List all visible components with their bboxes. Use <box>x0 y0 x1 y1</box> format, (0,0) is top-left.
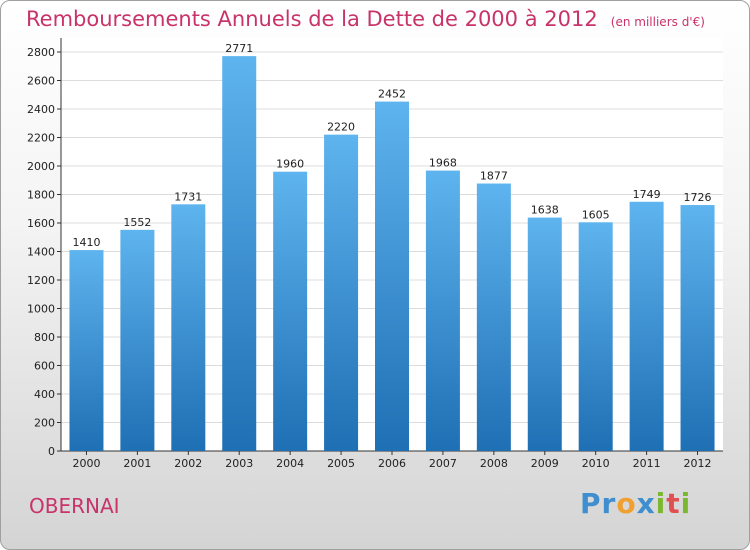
bar-value-label: 1638 <box>531 204 559 217</box>
bar <box>273 171 308 451</box>
bar-value-label: 1749 <box>633 188 661 201</box>
x-tick-label: 2002 <box>174 457 202 470</box>
x-tick-label: 2004 <box>276 457 304 470</box>
bar <box>527 217 562 451</box>
bar-value-label: 1960 <box>276 158 304 171</box>
city-name: OBERNAI <box>29 494 120 518</box>
y-tick-label: 2800 <box>27 46 55 59</box>
y-tick-label: 1800 <box>27 189 55 202</box>
y-tick-label: 2400 <box>27 103 55 116</box>
bar <box>69 250 104 451</box>
x-tick-label: 2000 <box>72 457 100 470</box>
x-tick-label: 2011 <box>633 457 661 470</box>
bar <box>222 56 257 451</box>
y-tick-label: 1000 <box>27 303 55 316</box>
bar-value-label: 2452 <box>378 88 406 101</box>
x-tick-label: 2001 <box>123 457 151 470</box>
logo-letter: i <box>655 487 667 520</box>
logo-letter: o <box>616 487 637 520</box>
x-tick-label: 2012 <box>684 457 712 470</box>
x-tick-label: 2009 <box>531 457 559 470</box>
y-tick-label: 400 <box>34 388 55 401</box>
bar-value-label: 1731 <box>174 190 202 203</box>
bar <box>629 201 664 451</box>
bar-value-label: 2220 <box>327 121 355 134</box>
x-tick-label: 2007 <box>429 457 457 470</box>
x-tick-label: 2010 <box>582 457 610 470</box>
proxiti-logo: Proxiti <box>580 487 691 520</box>
logo-letter: r <box>601 487 617 520</box>
y-tick-label: 1600 <box>27 217 55 230</box>
chart-title: Remboursements Annuels de la Dette de 20… <box>26 7 705 31</box>
bar <box>120 229 155 451</box>
bar-value-label: 1605 <box>582 208 610 221</box>
y-tick-label: 0 <box>48 445 55 458</box>
bar-value-label: 1726 <box>684 191 712 204</box>
logo-letter: P <box>580 487 602 520</box>
y-tick-label: 2600 <box>27 75 55 88</box>
y-tick-label: 2200 <box>27 132 55 145</box>
bar <box>171 204 206 451</box>
bar <box>578 222 613 451</box>
bar-value-label: 1552 <box>123 216 151 229</box>
x-tick-label: 2005 <box>327 457 355 470</box>
y-tick-label: 1200 <box>27 274 55 287</box>
bar <box>680 205 715 451</box>
title-unit: (en milliers d'€) <box>610 15 705 29</box>
logo-letter: t <box>666 487 681 520</box>
bar-value-label: 1410 <box>72 236 100 249</box>
x-tick-label: 2003 <box>225 457 253 470</box>
title-text: Remboursements Annuels de la Dette de 20… <box>26 7 598 31</box>
x-tick-label: 2008 <box>480 457 508 470</box>
bar <box>476 183 511 451</box>
logo-letter: i <box>680 487 692 520</box>
bar-value-label: 2771 <box>225 42 253 55</box>
bar <box>324 134 359 451</box>
bar-value-label: 1877 <box>480 170 508 183</box>
y-tick-label: 2000 <box>27 160 55 173</box>
bar-value-label: 1968 <box>429 157 457 170</box>
y-tick-label: 600 <box>34 360 55 373</box>
bar <box>375 101 409 451</box>
y-tick-label: 200 <box>34 417 55 430</box>
x-tick-label: 2006 <box>378 457 406 470</box>
logo-letter: x <box>636 487 656 520</box>
y-tick-label: 800 <box>34 331 55 344</box>
y-tick-label: 1400 <box>27 246 55 259</box>
bar <box>425 170 460 451</box>
